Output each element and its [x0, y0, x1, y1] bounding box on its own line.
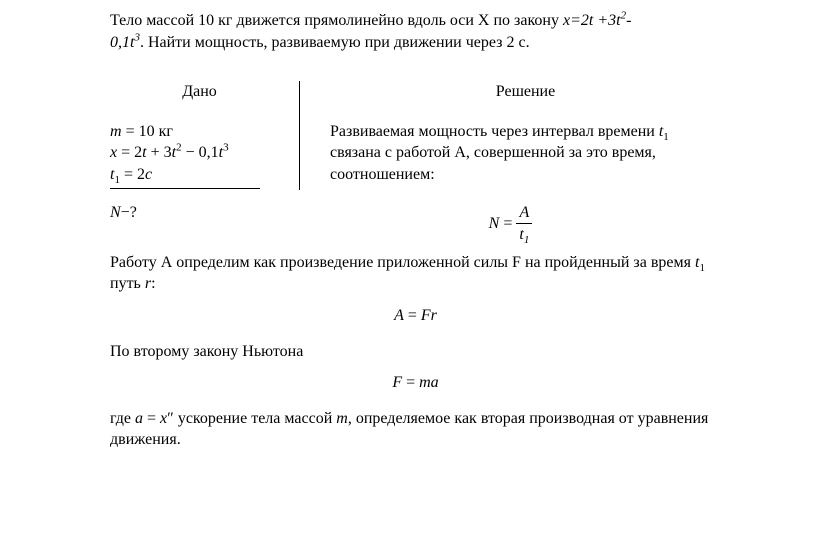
sought-value: N−?: [110, 202, 300, 246]
problem-eq2: 0,1t3: [110, 34, 140, 51]
formula-work: A = Fr: [110, 305, 721, 327]
formula-power: N = At1: [300, 202, 721, 246]
sought-and-formula-row: N−? N = At1: [110, 202, 721, 246]
given-row: x = 2t + 3t2 − 0,1t3: [110, 142, 289, 164]
problem-eq1: x=2t +3t2-: [563, 12, 631, 29]
solution-p1: Развиваемая мощность через интервал врем…: [330, 121, 721, 186]
problem-text-2: . Найти мощность, развиваемую при движен…: [140, 34, 530, 51]
problem-statement: Тело массой 10 кг движется прямолинейно …: [110, 10, 721, 53]
solution-heading: Решение: [330, 81, 721, 103]
given-column: Дано m = 10 кг x = 2t + 3t2 − 0,1t3 t1 =…: [110, 81, 300, 189]
given-row: t1 = 2c: [110, 164, 289, 186]
given-row: m = 10 кг: [110, 121, 289, 143]
given-solution-columns: Дано m = 10 кг x = 2t + 3t2 − 0,1t3 t1 =…: [110, 81, 721, 189]
solution-p4: где a = x″ ускорение тела массой m, опре…: [110, 408, 721, 451]
formula-newton: F = ma: [110, 372, 721, 394]
problem-text-1: Тело массой 10 кг движется прямолинейно …: [110, 12, 563, 29]
given-separator: [110, 188, 260, 189]
document-page: Тело массой 10 кг движется прямолинейно …: [0, 0, 831, 451]
solution-column: Решение Развиваемая мощность через интер…: [300, 81, 721, 189]
solution-p3: По второму закону Ньютона: [110, 341, 721, 363]
given-heading: Дано: [110, 81, 289, 103]
solution-p2: Работу А определим как произведение прил…: [110, 252, 721, 295]
